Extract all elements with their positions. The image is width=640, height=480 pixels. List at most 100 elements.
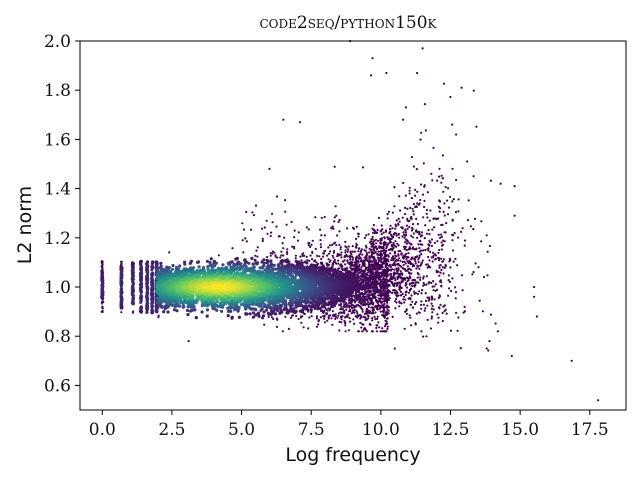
data-point — [261, 293, 265, 297]
data-point — [254, 313, 258, 317]
data-point — [246, 303, 251, 307]
data-point — [334, 313, 337, 316]
data-point — [339, 307, 342, 311]
data-point — [167, 266, 171, 270]
data-point — [297, 317, 300, 321]
data-point — [345, 301, 348, 304]
data-point — [282, 247, 285, 250]
data-point — [348, 263, 352, 266]
data-point — [281, 242, 284, 245]
data-point — [340, 265, 343, 268]
data-point — [275, 325, 279, 328]
data-point — [351, 258, 354, 261]
data-point — [233, 303, 237, 307]
data-point — [223, 271, 227, 275]
data-point — [345, 306, 348, 309]
data-point — [250, 256, 254, 260]
data-point — [131, 289, 135, 293]
data-point — [360, 266, 363, 269]
data-point — [248, 300, 252, 304]
data-point — [335, 244, 338, 247]
data-point — [305, 255, 308, 258]
data-point — [375, 324, 378, 327]
data-point — [337, 314, 340, 317]
data-point — [352, 299, 355, 302]
data-point — [162, 280, 166, 284]
data-point — [356, 314, 359, 317]
data-point — [232, 262, 236, 266]
data-point — [172, 308, 176, 312]
data-point — [131, 274, 135, 278]
data-point — [150, 278, 155, 282]
data-point — [342, 301, 345, 304]
data-point — [119, 303, 123, 307]
data-point — [119, 273, 123, 277]
data-point — [270, 316, 273, 319]
data-point — [316, 306, 321, 310]
data-point — [364, 328, 367, 331]
data-point — [301, 295, 305, 299]
data-point — [361, 253, 364, 256]
data-point — [224, 287, 228, 291]
data-point — [328, 309, 331, 312]
data-point — [375, 330, 378, 333]
data-point — [287, 327, 290, 330]
data-point — [345, 308, 348, 311]
data-point — [330, 296, 334, 300]
data-point — [289, 299, 293, 303]
data-point — [332, 293, 336, 297]
data-point — [365, 251, 368, 254]
data-point — [168, 251, 171, 254]
data-point — [241, 302, 245, 306]
data-point — [269, 277, 273, 281]
data-point — [285, 311, 289, 315]
data-point — [334, 315, 337, 318]
data-point — [325, 312, 328, 315]
data-point — [310, 315, 313, 318]
data-point — [343, 305, 346, 308]
data-point — [367, 303, 370, 306]
data-point — [317, 323, 320, 326]
data-point — [312, 260, 316, 263]
data-point — [386, 327, 389, 331]
data-point — [226, 309, 231, 313]
data-point — [232, 267, 236, 271]
data-point — [200, 310, 204, 314]
data-point — [236, 308, 240, 312]
data-point — [244, 306, 248, 310]
data-point — [300, 321, 303, 324]
data-point — [150, 274, 154, 278]
data-point — [383, 330, 386, 333]
data-point — [276, 318, 279, 321]
data-point — [290, 274, 294, 279]
data-point — [347, 248, 350, 251]
data-point — [315, 261, 318, 264]
data-point — [252, 265, 256, 269]
data-point — [350, 253, 353, 256]
data-point — [253, 258, 257, 262]
data-point — [383, 302, 386, 305]
data-point — [308, 259, 311, 262]
data-point — [301, 265, 305, 269]
data-point — [347, 329, 350, 332]
data-point — [383, 325, 387, 328]
data-point — [301, 315, 304, 318]
data-point — [308, 316, 311, 319]
data-point — [300, 259, 303, 262]
data-point — [294, 292, 298, 296]
data-point — [309, 245, 312, 248]
data-point — [100, 277, 104, 281]
data-point — [380, 293, 383, 296]
data-point — [139, 295, 143, 299]
data-point — [262, 310, 266, 314]
data-point — [333, 305, 336, 308]
data-point — [229, 309, 233, 313]
data-point — [236, 263, 240, 267]
data-point — [332, 251, 335, 254]
data-point — [139, 290, 143, 294]
data-point — [307, 310, 310, 313]
data-point — [262, 264, 266, 268]
data-point — [303, 261, 306, 264]
data-point — [205, 314, 209, 318]
data-point — [302, 300, 306, 304]
